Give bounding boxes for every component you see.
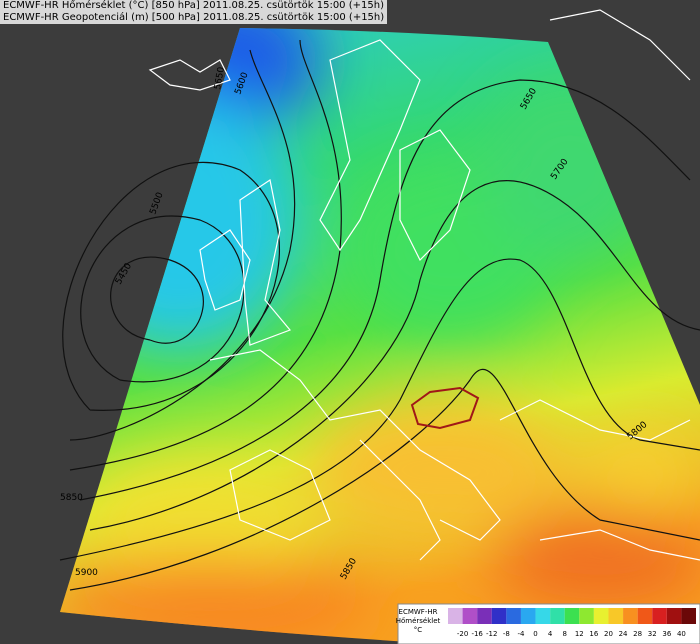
legend-swatch: [564, 608, 580, 624]
legend-swatch: [477, 608, 492, 624]
legend-swatch: [506, 608, 521, 624]
legend-unit: °C: [414, 626, 423, 634]
legend-tick-label: 40: [677, 630, 686, 638]
legend-swatch: [623, 608, 638, 624]
legend-tick-label: 12: [575, 630, 584, 638]
legend-swatch: [608, 608, 624, 624]
legend-title: ECMWF-HR: [399, 608, 438, 616]
legend-tick-label: 8: [562, 630, 566, 638]
contour-label: 5850: [60, 493, 83, 503]
legend-tick-label: -4: [517, 630, 525, 638]
legend-tick-label: 20: [604, 630, 613, 638]
legend-tick-label: 24: [619, 630, 628, 638]
legend-tick-label: 16: [589, 630, 598, 638]
legend-swatch: [448, 608, 463, 624]
legend-tick-label: 36: [662, 630, 671, 638]
legend-swatch: [491, 608, 507, 624]
legend-tick-label: -16: [471, 630, 483, 638]
geopotential-contours: [59, 39, 700, 591]
legend-tick-label: -20: [457, 630, 468, 638]
legend-tick-label: -8: [503, 630, 510, 638]
legend-tick-label: 0: [533, 630, 537, 638]
legend-swatch: [681, 608, 696, 624]
legend-tick-label: 32: [648, 630, 657, 638]
legend-title: Hőmérséklet: [396, 616, 441, 625]
coastlines: [148, 9, 700, 561]
legend-swatch: [666, 608, 682, 624]
legend-swatch: [637, 608, 653, 624]
legend-tick-label: -12: [486, 630, 497, 638]
legend-tick-label: 28: [633, 630, 642, 638]
hungary-border: [410, 386, 480, 430]
contour-label: 5650: [213, 66, 227, 91]
legend-swatch: [579, 608, 594, 624]
legend-swatch: [652, 608, 667, 624]
header-line: ECMWF-HR Geopotenciál (m) [500 hPa] 2011…: [0, 12, 388, 24]
header-line: ECMWF-HR Hőmérséklet (°C) [850 hPa] 2011…: [0, 0, 387, 12]
contour-label: 5900: [75, 568, 98, 578]
legend-swatch: [520, 608, 536, 624]
legend-swatch: [550, 608, 565, 624]
legend-swatch: [462, 608, 478, 624]
legend: ECMWF-HR Hőmérséklet °C -20 -16 -12 -8 -4 0 4 8…: [396, 603, 700, 644]
legend-tick-label: 4: [548, 630, 553, 638]
legend-swatch: [593, 608, 609, 624]
contour-label: 5500: [148, 191, 165, 216]
legend-swatch: [535, 608, 551, 624]
